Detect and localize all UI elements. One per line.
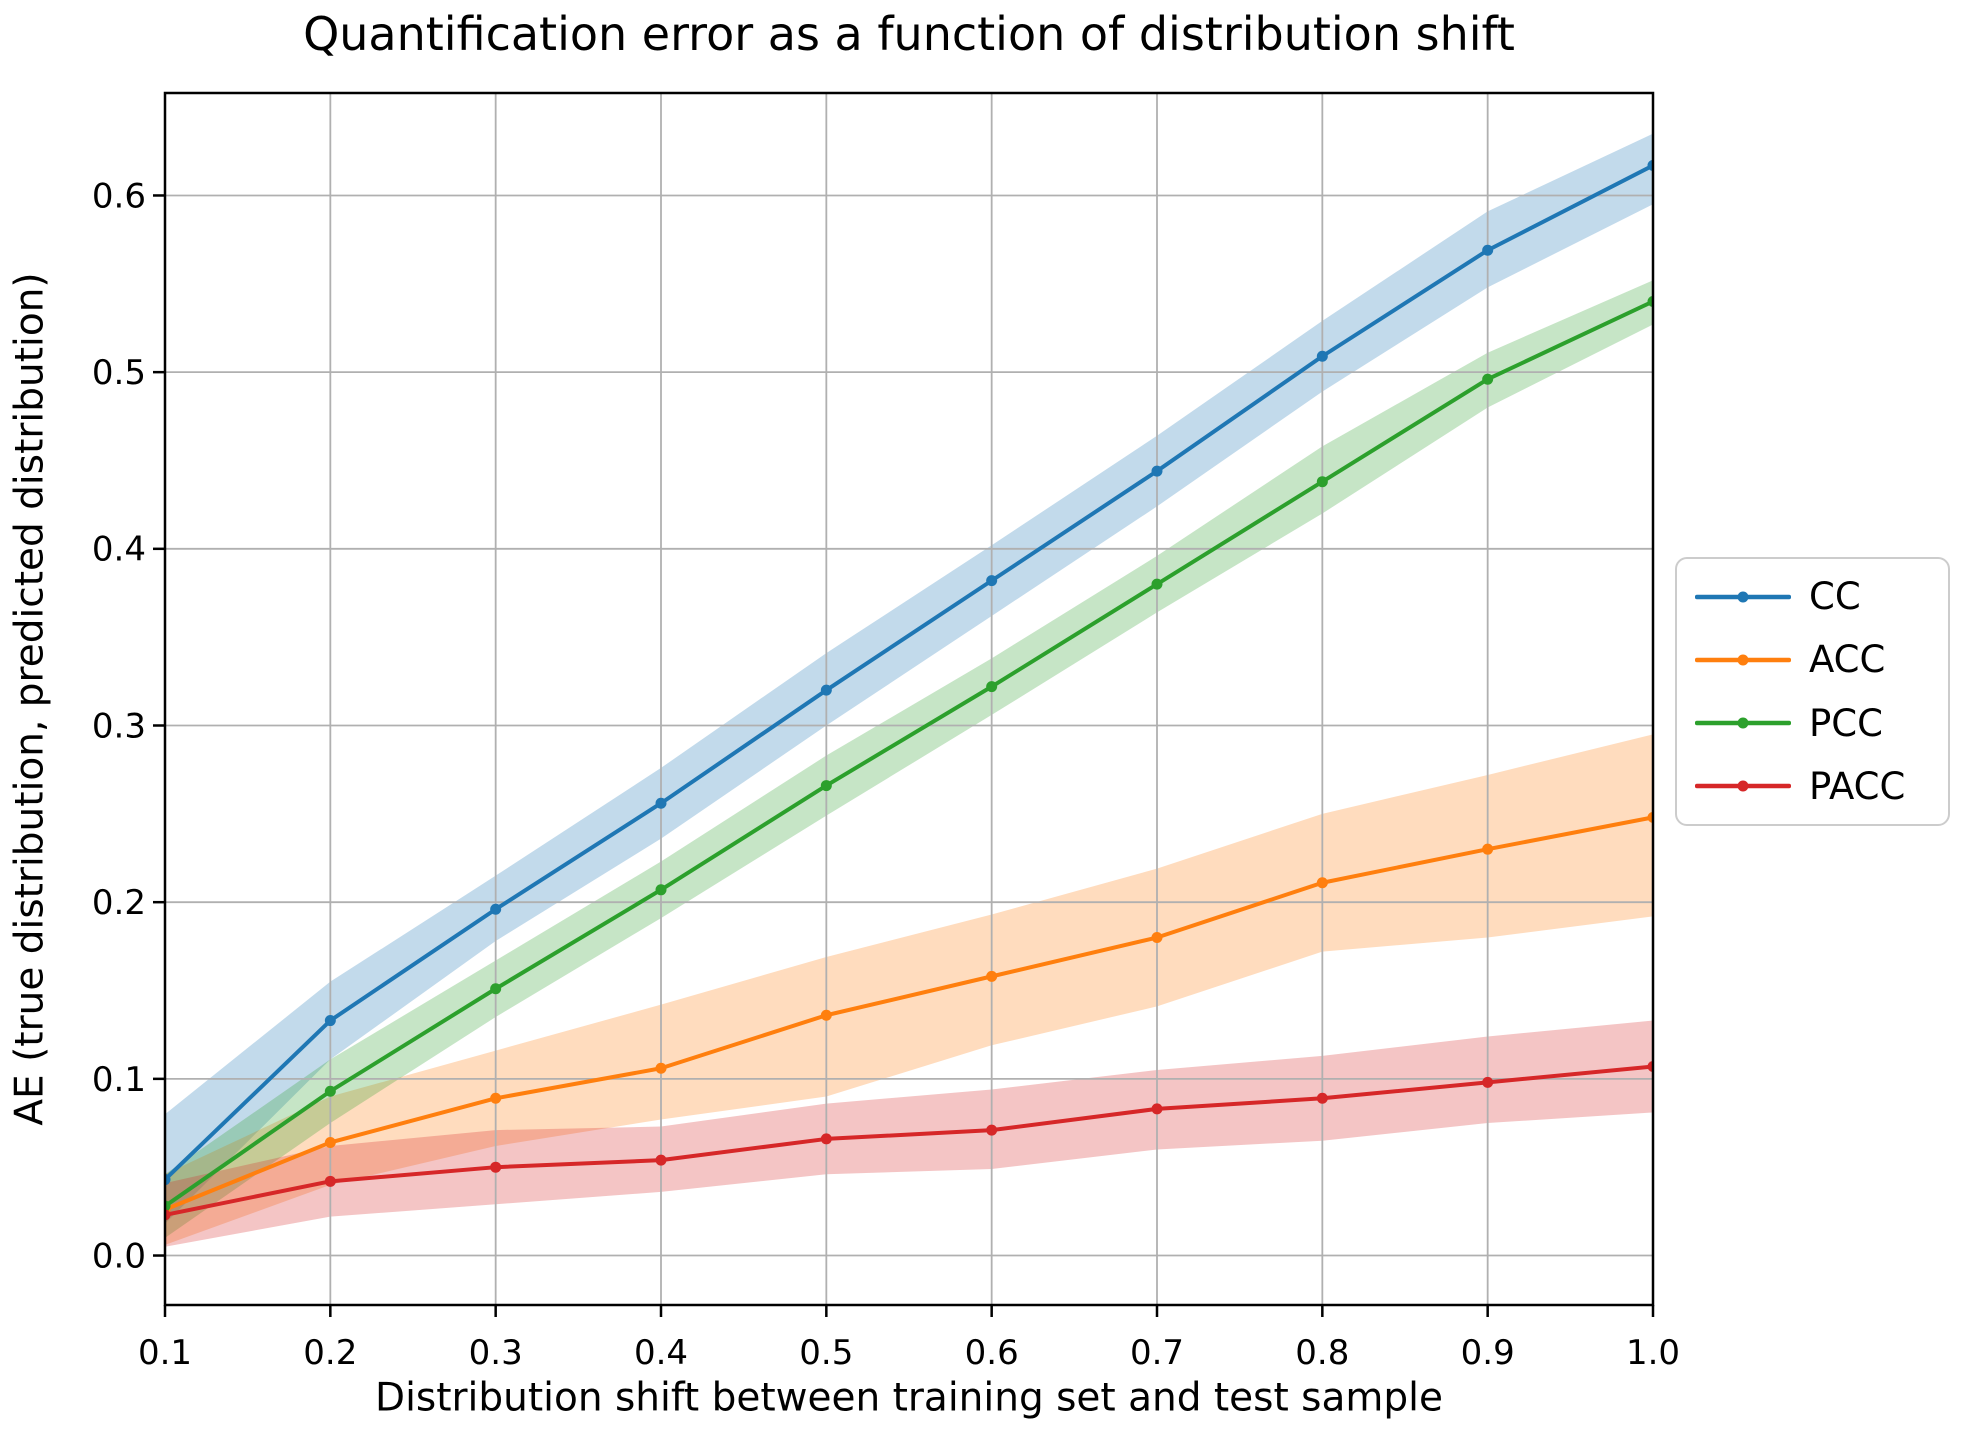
y-tick-label: 0.1	[92, 1060, 146, 1100]
legend-item-pcc: PCC	[1695, 705, 1948, 742]
y-tick-label: 0.2	[92, 883, 146, 923]
y-tick-label: 0.3	[92, 706, 146, 746]
y-tick-label: 0.4	[92, 530, 146, 570]
x-tick-label: 0.7	[1130, 1333, 1184, 1373]
legend-item-pacc: PACC	[1695, 768, 1948, 805]
data-point-acc	[1482, 843, 1494, 855]
data-point-acc	[1151, 932, 1163, 944]
series-pacc	[165, 1060, 1653, 1221]
x-tick-label: 0.3	[469, 1333, 523, 1373]
data-point-pcc	[1316, 476, 1328, 488]
data-point-pacc	[1151, 1103, 1163, 1115]
data-point-pacc	[986, 1124, 998, 1136]
data-point-pcc	[986, 681, 998, 693]
data-point-acc	[1647, 811, 1653, 823]
band-acc	[165, 734, 1653, 1245]
data-point-acc	[490, 1092, 502, 1104]
series-lines	[165, 159, 1653, 1221]
x-tick-label: 0.1	[138, 1333, 192, 1373]
legend-item-acc: ACC	[1695, 641, 1948, 678]
legend-label: ACC	[1809, 638, 1886, 682]
chart-title: Quantification error as a function of di…	[303, 7, 1515, 61]
axes-spines	[163, 91, 1655, 1307]
y-tick-label: 0.6	[92, 176, 146, 216]
data-point-cc	[324, 1015, 336, 1027]
legend-line-sample-cc	[1695, 591, 1791, 603]
data-point-cc	[490, 903, 502, 915]
data-point-pcc	[820, 780, 832, 792]
data-point-acc	[1316, 877, 1328, 889]
x-axis-label: Distribution shift between training set …	[375, 1375, 1443, 1421]
data-point-pcc	[1647, 295, 1653, 307]
legend-label: PACC	[1809, 764, 1906, 808]
band-pcc	[165, 280, 1653, 1238]
series-line-pcc	[165, 299, 1653, 1209]
data-point-pacc	[165, 1209, 171, 1221]
legend-label: PCC	[1809, 701, 1883, 745]
data-point-pcc	[655, 884, 667, 896]
series-cc	[165, 159, 1653, 1186]
x-tick-label: 0.5	[799, 1333, 853, 1373]
x-tick-label: 0.8	[1295, 1333, 1349, 1373]
data-point-cc	[820, 684, 832, 696]
data-point-pcc	[1151, 578, 1163, 590]
y-tick-label: 0.5	[92, 353, 146, 393]
data-point-pcc	[1482, 373, 1494, 385]
data-point-acc	[655, 1062, 667, 1074]
data-point-cc	[165, 1174, 171, 1186]
band-cc	[165, 133, 1653, 1224]
series-line-cc	[165, 163, 1653, 1182]
data-point-pcc	[165, 1200, 171, 1212]
data-point-pcc	[324, 1085, 336, 1097]
x-tick-label: 0.6	[965, 1333, 1019, 1373]
series-pcc	[165, 295, 1653, 1212]
data-point-pacc	[655, 1154, 667, 1166]
legend-line-sample-pcc	[1695, 717, 1791, 729]
data-point-pacc	[324, 1175, 336, 1187]
data-point-cc	[986, 575, 998, 587]
legend: CC ACC PCC PACC	[1675, 557, 1950, 826]
y-tick-label: 0.0	[92, 1236, 146, 1276]
data-point-acc	[324, 1136, 336, 1148]
ticks	[153, 194, 1655, 1317]
data-point-acc	[986, 970, 998, 982]
tick-labels: 0.1 0.2 0.3 0.4 0.5 0.6 0.7 0.8 0.9 1.0 0.0 0.1 0.2 0…	[92, 176, 1680, 1373]
legend-label: CC	[1809, 575, 1861, 619]
x-tick-label: 0.9	[1461, 1333, 1515, 1373]
y-axis-label: AE (true distribution, predicted distrib…	[7, 272, 53, 1126]
data-point-pacc	[1647, 1060, 1653, 1072]
data-point-cc	[655, 797, 667, 809]
data-point-pcc	[490, 983, 502, 995]
legend-item-cc: CC	[1695, 578, 1948, 615]
data-point-acc	[820, 1009, 832, 1021]
legend-line-sample-acc	[1695, 654, 1791, 666]
data-point-cc	[1647, 159, 1653, 171]
x-tick-label: 1.0	[1626, 1333, 1680, 1373]
data-point-cc	[1482, 244, 1494, 256]
series-line-pacc	[165, 1064, 1653, 1217]
legend-line-sample-pacc	[1695, 780, 1791, 792]
data-point-cc	[1151, 465, 1163, 477]
data-point-pacc	[820, 1133, 832, 1145]
data-point-pacc	[1316, 1092, 1328, 1104]
data-point-pacc	[1482, 1076, 1494, 1088]
data-point-cc	[1316, 350, 1328, 362]
x-tick-label: 0.4	[634, 1333, 688, 1373]
x-tick-label: 0.2	[303, 1333, 357, 1373]
series-line-acc	[165, 815, 1653, 1212]
data-point-pacc	[490, 1161, 502, 1173]
